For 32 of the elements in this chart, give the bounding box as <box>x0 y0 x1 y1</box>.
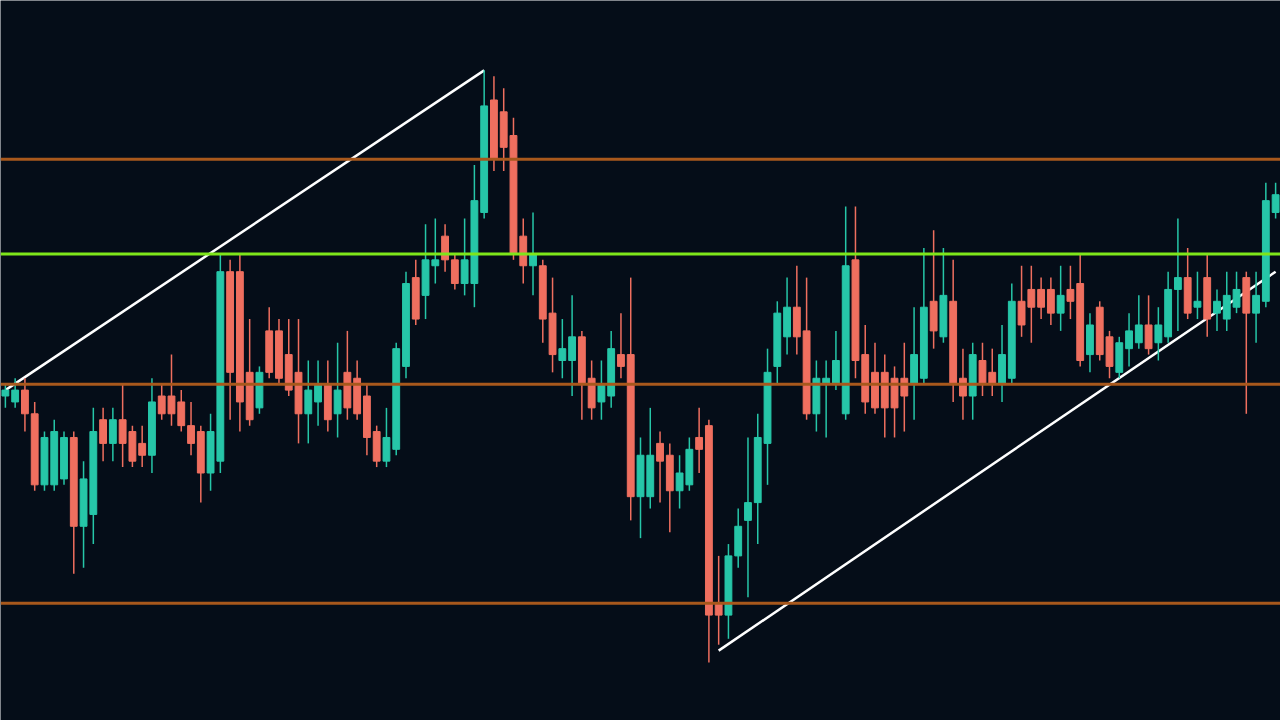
candlestick <box>832 330 840 391</box>
candlestick <box>187 401 195 456</box>
candlestick <box>1046 276 1055 326</box>
candlestick <box>304 359 313 445</box>
candlestick <box>1 383 10 409</box>
candlestick <box>1213 288 1221 332</box>
candlestick <box>11 377 20 409</box>
candlestick <box>656 430 664 504</box>
candlestick <box>1154 306 1163 362</box>
candlestick <box>558 318 567 380</box>
candlestick <box>1134 294 1143 350</box>
candlestick <box>695 407 704 474</box>
candlestick <box>450 253 459 291</box>
candlestick <box>744 436 752 599</box>
candlestick <box>1144 294 1153 356</box>
candlestick <box>1056 265 1065 332</box>
candlestick <box>21 377 29 433</box>
candlestick <box>568 294 577 397</box>
candlestick <box>1125 312 1133 368</box>
candlestick <box>1193 270 1202 320</box>
candlestick <box>1252 270 1260 344</box>
candlestick <box>314 359 322 427</box>
candlestick <box>1037 276 1046 320</box>
candlestick <box>333 341 342 439</box>
candlestick <box>1271 182 1280 220</box>
candlestick <box>138 424 147 468</box>
candlestick <box>597 359 606 421</box>
candlestick <box>99 407 108 462</box>
candlestick <box>1066 265 1075 320</box>
candlestick <box>108 407 117 462</box>
candlestick <box>1173 217 1182 332</box>
candlestick <box>617 312 625 380</box>
